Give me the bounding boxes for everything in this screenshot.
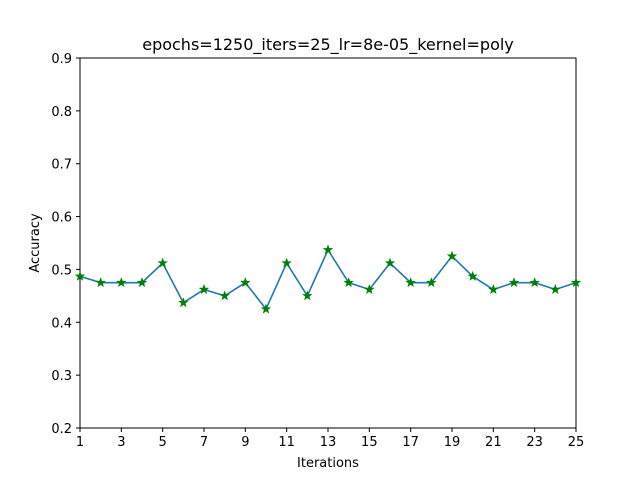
x-tick-label: 3 [117,435,125,450]
y-tick-label: 0.3 [51,369,72,384]
y-tick-label: 0.4 [51,316,72,331]
x-tick-label: 5 [159,435,167,450]
data-point-marker [384,257,396,268]
data-point-marker [529,277,540,288]
data-point-marker [302,290,313,301]
x-axis: 1 3 5 7 9 11 13 15 17 19 21 23 25 [76,428,584,450]
x-tick-label: 19 [444,435,461,450]
x-tick-label: 13 [320,435,337,450]
x-tick-label: 23 [526,435,543,450]
y-axis: 0.2 0.3 0.4 0.5 0.6 0.7 0.8 0.9 [51,52,80,437]
data-point-marker [219,290,230,301]
y-tick-label: 0.8 [51,105,72,120]
plot-frame [79,57,577,429]
y-tick-label: 0.2 [51,422,72,437]
data-point-marker [343,277,354,288]
data-point-marker [157,257,168,268]
data-point-marker [550,284,561,294]
y-axis-label: Accuracy [28,213,43,273]
x-tick-label: 1 [76,435,84,450]
data-point-marker [281,257,292,268]
data-point-marker [405,277,416,288]
data-point-marker [240,277,251,288]
data-point-marker [488,284,499,294]
data-point-marker [260,303,272,314]
x-tick-label: 25 [568,435,585,450]
x-tick-label: 7 [200,435,208,450]
data-point-marker [198,284,210,294]
data-point-marker [426,277,437,288]
y-tick-label: 0.9 [51,52,72,67]
data-point-marker [116,277,127,288]
data-point-marker [322,244,334,255]
plot-area [79,57,577,429]
y-tick-label: 0.5 [51,263,72,278]
data-point-marker [74,270,86,281]
x-tick-label: 15 [361,435,378,450]
y-tick-label: 0.6 [51,211,72,226]
data-point-marker [95,277,106,288]
data-point-marker [570,277,582,288]
chart-title: epochs=1250_iters=25_lr=8e-05_kernel=pol… [142,35,514,55]
data-point-marker [467,270,478,281]
x-tick-label: 9 [241,435,249,450]
x-axis-label: Iterations [297,456,359,471]
y-tick-label: 0.7 [51,158,72,173]
series-markers [74,244,582,314]
x-tick-label: 17 [402,435,419,450]
data-point-marker [446,250,458,261]
x-tick-label: 11 [278,435,295,450]
x-tick-label: 21 [485,435,502,450]
data-point-marker [364,284,375,294]
data-point-marker [178,297,189,308]
data-point-marker [508,277,520,288]
data-point-marker [136,277,148,288]
